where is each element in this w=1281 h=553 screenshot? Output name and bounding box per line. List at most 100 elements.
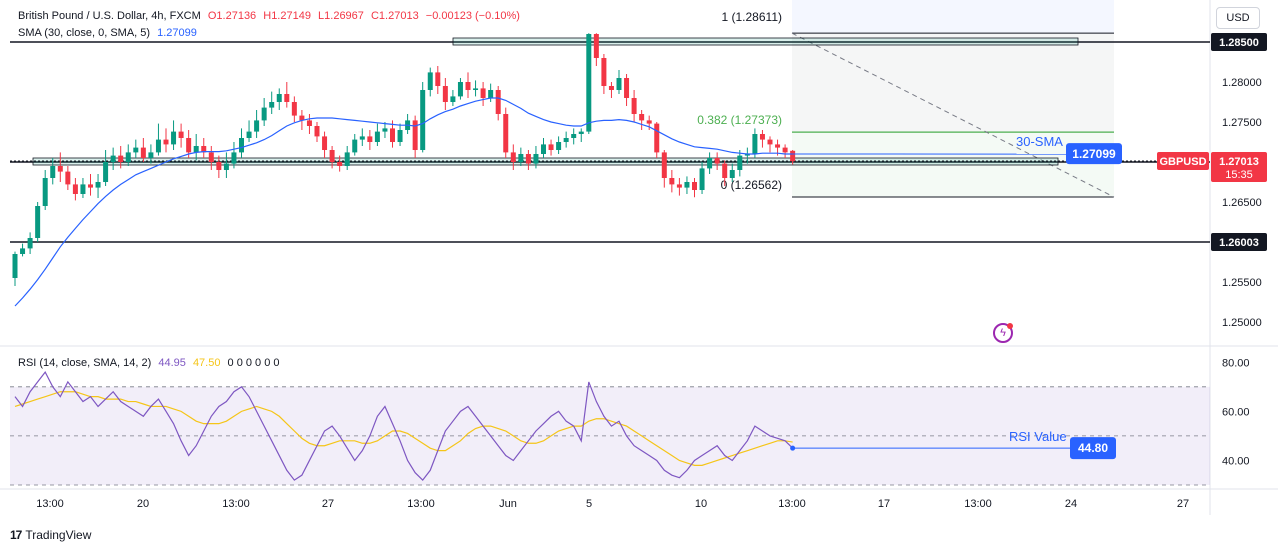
tradingview-logo[interactable]: 17 TradingView: [10, 528, 91, 542]
candle-body: [420, 90, 426, 150]
sma-legend[interactable]: SMA (30, close, 0, SMA, 5) 1.27099: [18, 27, 201, 39]
candle-body: [193, 146, 199, 153]
candle-body: [95, 182, 101, 188]
tradingview-mark-icon: 17: [10, 528, 22, 542]
candle-body: [533, 154, 539, 164]
candle-body: [125, 152, 131, 162]
candle-body: [72, 184, 78, 194]
rsi-axis-tick: 60.00: [1222, 406, 1250, 418]
candle-body: [435, 72, 441, 86]
candle-body: [676, 184, 682, 188]
price-axis-tick: 1.25500: [1222, 277, 1262, 289]
level-badge-text: 1.28500: [1219, 37, 1259, 49]
candle-body: [276, 94, 282, 102]
candle-body: [246, 131, 252, 138]
rsi-legend[interactable]: RSI (14, close, SMA, 14, 2) 44.95 47.50 …: [18, 357, 284, 369]
candle-body: [616, 78, 622, 90]
candle-body: [661, 152, 667, 178]
rsi-layer: RSI Value 44.80: [10, 370, 1210, 486]
horizontal-levels: [10, 37, 1210, 243]
candle-body: [57, 166, 63, 172]
axis-layer: 1.25000 1.25500 1.26500 1.27500 1.28000 40.00…: [36, 77, 1262, 510]
candle-body: [525, 154, 531, 164]
candle-body: [329, 150, 335, 162]
candle-body: [518, 154, 524, 162]
candle-body: [563, 138, 569, 142]
candle-body: [201, 146, 207, 153]
candle-body: [457, 82, 463, 97]
time-axis-tick: 10: [695, 498, 707, 510]
time-axis-tick: Jun: [499, 498, 517, 510]
time-axis-tick: 17: [878, 498, 890, 510]
candle-body: [593, 34, 599, 58]
candle-body: [110, 155, 116, 162]
candle-body: [699, 168, 705, 190]
candle-body: [782, 147, 788, 153]
sma-annotation-label: 30-SMA: [1016, 134, 1063, 149]
candle-body: [20, 248, 26, 254]
candle-body: [65, 171, 71, 185]
candle-body: [284, 94, 290, 102]
price-axis-tick: 1.25000: [1222, 317, 1262, 329]
candle-body: [50, 166, 56, 178]
fib-label-0: 0 (1.26562): [721, 178, 782, 192]
candle-body: [729, 170, 735, 178]
candle-body: [578, 131, 584, 134]
candle-body: [314, 126, 320, 137]
candle-body: [692, 182, 697, 190]
rsi-legend-extra: 0 0 0 0 0 0: [227, 357, 280, 369]
rsi-axis-tick: 40.00: [1222, 455, 1250, 467]
fib-label-0382: 0.382 (1.27373): [697, 113, 782, 127]
price-axis-tick: 1.26500: [1222, 197, 1262, 209]
candle-body: [291, 102, 297, 116]
candle-body: [118, 155, 124, 162]
candle-body: [140, 147, 146, 158]
candles-layer: [12, 33, 796, 286]
candle-body: [608, 86, 614, 90]
resistance-zone: [452, 37, 1079, 46]
current-price-badge-text: 1.27013: [1219, 156, 1259, 168]
candle-body: [684, 182, 690, 188]
candle-body: [397, 130, 403, 142]
ohlc-low: L1.26967: [318, 10, 364, 22]
candle-body: [178, 131, 184, 138]
candle-body: [269, 102, 275, 108]
grid-layer: [0, 0, 1278, 515]
ohlc-high: H1.27149: [263, 10, 311, 22]
candle-body: [216, 162, 222, 170]
candle-body: [186, 138, 192, 153]
candle-body: [752, 134, 758, 154]
sma-badge-text: 1.27099: [1072, 147, 1116, 161]
rsi-ma-legend-value: 47.50: [192, 357, 221, 369]
candle-body: [390, 128, 395, 142]
candle-body: [722, 163, 728, 178]
candle-body: [631, 98, 637, 114]
candle-body: [382, 128, 388, 132]
candle-body: [208, 152, 214, 162]
candle-body: [601, 58, 607, 86]
candle-body: [88, 184, 93, 188]
candle-body: [35, 206, 41, 238]
ohlc-change: −0.00123 (−0.10%): [425, 10, 520, 22]
sma-layer: 30-SMA 1.27099: [14, 97, 1122, 307]
time-axis-tick: 20: [137, 498, 149, 510]
currency-button[interactable]: USD: [1216, 7, 1260, 29]
rsi-ma-line: [14, 391, 793, 466]
candle-body: [480, 88, 486, 98]
rsi-legend-label: RSI (14, close, SMA, 14, 2): [18, 357, 152, 369]
candle-body: [775, 144, 781, 148]
symbol-header[interactable]: British Pound / U.S. Dollar, 4h, FXCM O1…: [18, 10, 524, 22]
candle-body: [488, 90, 494, 98]
symbol-badge-text: GBPUSD: [1159, 156, 1206, 168]
sma-legend-value: 1.27099: [157, 27, 197, 39]
candle-body: [306, 120, 312, 126]
flash-icon[interactable]: ϟ: [993, 323, 1013, 343]
level-badge: [1211, 33, 1267, 51]
candle-body: [450, 96, 456, 102]
time-axis-tick: 13:00: [778, 498, 806, 510]
price-axis-tick: 1.27500: [1222, 117, 1262, 129]
alert-dot: [1007, 323, 1013, 329]
candle-body: [744, 154, 750, 156]
candle-body: [103, 162, 109, 182]
